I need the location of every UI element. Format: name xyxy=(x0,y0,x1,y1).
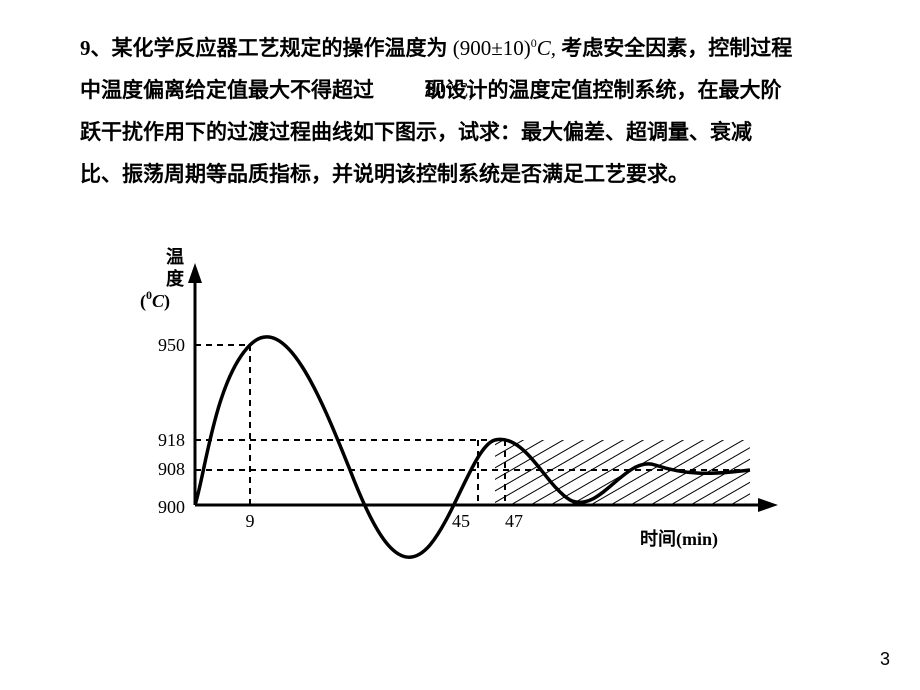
y-axis-arrow xyxy=(188,263,202,283)
x-axis-label: 时间(min) xyxy=(640,529,718,550)
line1-a: 9、某化学反应器工艺规定的操作温度为 xyxy=(80,36,448,60)
y-label-1: 温 xyxy=(166,247,184,267)
y-unit: (0C) xyxy=(140,288,170,312)
problem-text: 9、某化学反应器工艺规定的操作温度为 (900±10)0C, 考虑安全因素，控制… xyxy=(80,22,890,195)
problem-line-4: 比、振荡周期等品质指标，并说明该控制系统是否满足工艺要求。 xyxy=(80,153,890,195)
xtick-47: 47 xyxy=(505,511,523,531)
problem-line-3: 跃干扰作用下的过渡过程曲线如下图示，试求：最大偏差、超调量、衰减 xyxy=(80,111,890,153)
problem-line-2: 中温度偏离给定值最大不得超过 现设计的温度定值控制系统，在最大阶 80°C, xyxy=(80,69,890,111)
page-root: 9、某化学反应器工艺规定的操作温度为 (900±10)0C, 考虑安全因素，控制… xyxy=(0,0,920,690)
ytick-950: 950 xyxy=(158,335,185,355)
problem-line-1: 9、某化学反应器工艺规定的操作温度为 (900±10)0C, 考虑安全因素，控制… xyxy=(80,22,890,69)
line2-a: 中温度偏离给定值最大不得超过 xyxy=(80,78,374,102)
line1-b: 考虑安全因素，控制过程 xyxy=(561,36,792,60)
y-label-2: 度 xyxy=(166,268,185,289)
overlap-b: 80°C, xyxy=(425,69,474,111)
page-number: 3 xyxy=(880,649,890,670)
chart-svg: 温 度 (0C) 950 918 908 900 9 45 47 时间(min) xyxy=(100,245,860,645)
ytick-908: 908 xyxy=(158,459,185,479)
chart-area: 温 度 (0C) 950 918 908 900 9 45 47 时间(min) xyxy=(100,245,860,645)
ytick-900: 900 xyxy=(158,497,185,517)
overlap-a: 现设计的温度定值控制系统，在最大阶 xyxy=(425,78,782,102)
x-axis-arrow xyxy=(758,498,778,512)
xtick-9: 9 xyxy=(246,511,255,531)
formula1: (900±10)0C, xyxy=(453,36,562,60)
ytick-918: 918 xyxy=(158,430,185,450)
xtick-45: 45 xyxy=(452,511,470,531)
